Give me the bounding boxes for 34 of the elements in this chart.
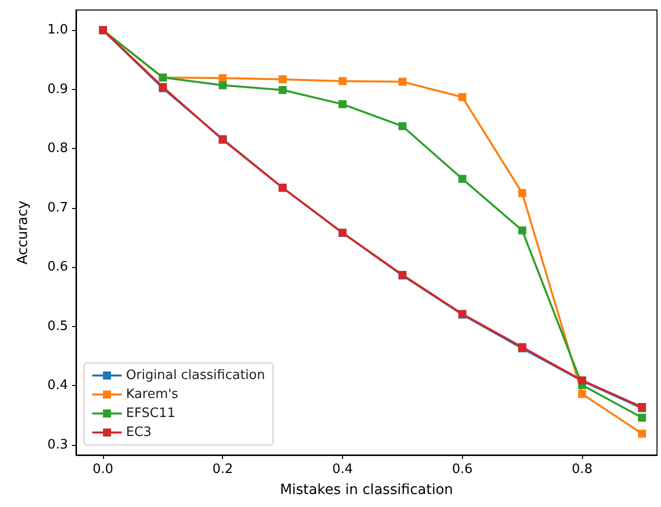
- x-tick-label: 0.0: [92, 462, 114, 477]
- point: [398, 122, 406, 130]
- point: [458, 174, 466, 183]
- point: [338, 100, 347, 108]
- legend-label: EFSC11: [126, 406, 176, 421]
- point: [278, 75, 287, 84]
- point: [218, 81, 227, 90]
- x-tick-label: 0.2: [212, 462, 234, 477]
- y-tick-label: 1.0: [47, 22, 68, 38]
- y-tick-label: 0.4: [47, 378, 68, 394]
- point: [218, 74, 227, 82]
- y-axis-title: Accuracy: [15, 200, 31, 264]
- x-tick-label: 0.6: [452, 462, 473, 477]
- x-tick-label: 0.8: [572, 462, 592, 477]
- y-tick-label: 0.8: [47, 141, 68, 156]
- point: [278, 86, 287, 94]
- point: [338, 77, 347, 86]
- point: [458, 93, 466, 102]
- legend-label: EC3: [126, 425, 152, 440]
- y-tick-label: 0.7: [47, 200, 68, 216]
- y-tick-label: 0.9: [47, 82, 68, 97]
- y-tick-label: 0.6: [47, 260, 68, 275]
- x-tick-label: 0.4: [332, 462, 353, 477]
- y-tick-label: 0.5: [47, 318, 68, 334]
- legend-label: Karem's: [126, 387, 179, 402]
- x-axis-title: Mistakes in classification: [280, 482, 454, 498]
- point: [518, 226, 526, 234]
- point: [398, 78, 406, 86]
- point: [578, 390, 586, 398]
- y-tick-label: 0.3: [47, 437, 68, 452]
- point: [638, 430, 646, 438]
- legend-label: Original classification: [126, 368, 266, 383]
- point: [638, 414, 646, 422]
- point: [518, 189, 526, 198]
